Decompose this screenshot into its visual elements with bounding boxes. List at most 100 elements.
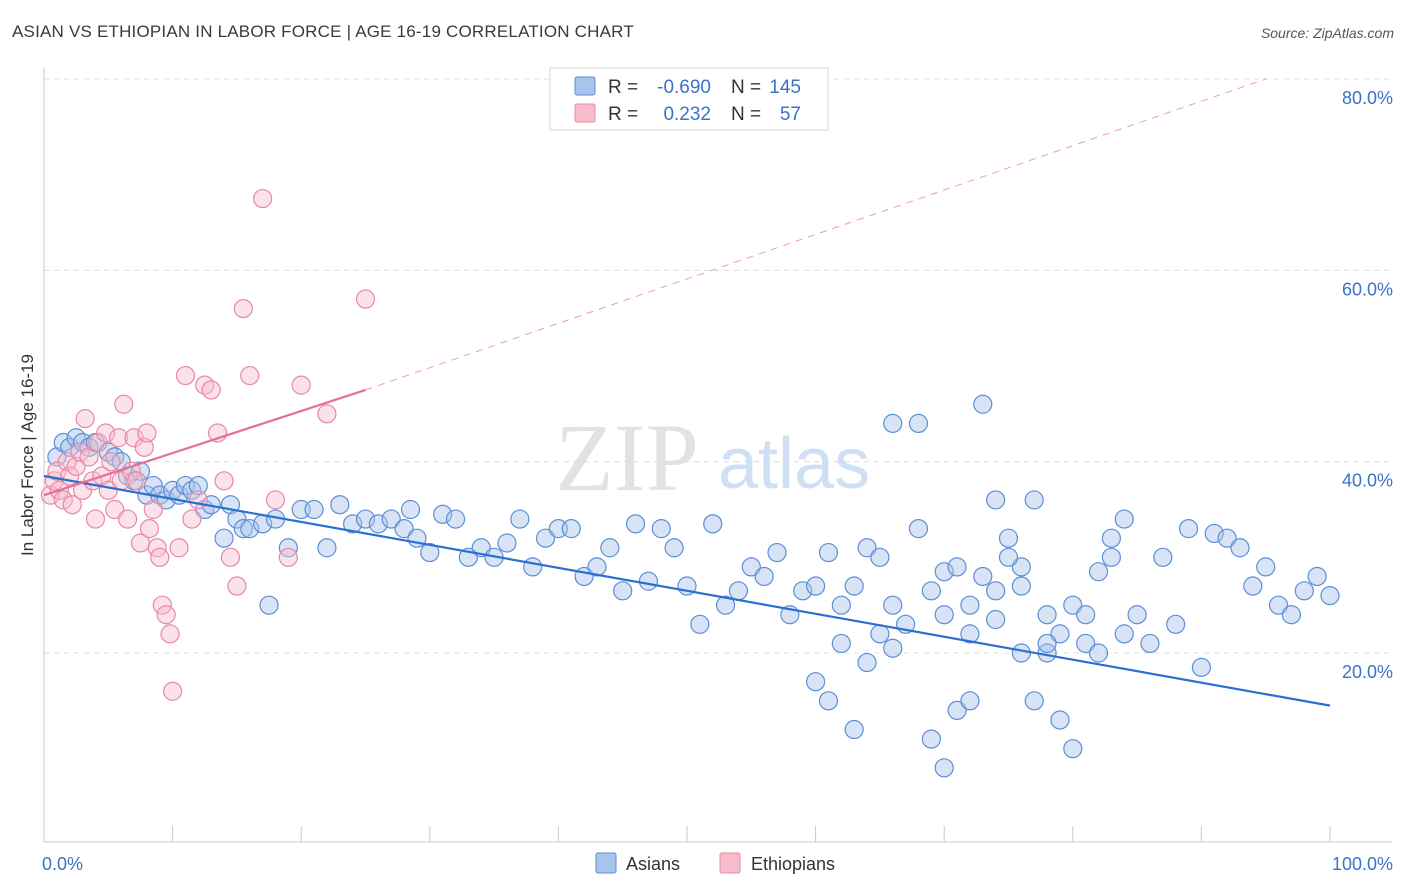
- asian-point-39: [368, 514, 388, 534]
- stats-box: R = -0.690 N = 145 R = 0.232 N = 57: [549, 67, 829, 131]
- asian-point-89: [998, 528, 1019, 548]
- ethiopian-point-25: [121, 461, 142, 481]
- asian-point-131: [1011, 576, 1031, 596]
- asian-point-96: [1088, 562, 1109, 582]
- asian-point-128: [934, 758, 954, 778]
- asian-point-144: [1037, 633, 1057, 654]
- y-tick-label-1: 40.0%: [1342, 471, 1393, 491]
- ethiopian-point-46: [214, 471, 234, 491]
- asian-point-70: [754, 566, 774, 587]
- asian-point-59: [613, 581, 633, 601]
- asian-point-78: [857, 538, 877, 558]
- asian-point-91: [1024, 490, 1044, 510]
- asian-point-0: [47, 447, 67, 467]
- asian-point-93: [1050, 624, 1070, 644]
- ethiopian-point-2: [47, 461, 67, 481]
- ethiopian-point-54: [291, 375, 311, 395]
- ethiopian-point-44: [201, 380, 221, 400]
- asian-point-94: [1063, 595, 1083, 615]
- asian-point-38: [355, 509, 376, 529]
- asian-point-104: [1191, 657, 1212, 677]
- asian-point-46: [445, 509, 466, 529]
- asian-point-80: [883, 595, 903, 615]
- stats-n-value-asians: 145: [769, 77, 801, 98]
- ethiopians-trend-extension: [365, 78, 1266, 391]
- grid: [44, 78, 1392, 654]
- asian-point-55: [561, 519, 581, 539]
- ethiopians-trend-line: [43, 388, 366, 497]
- asian-point-44: [420, 542, 440, 563]
- asian-point-137: [1088, 643, 1109, 663]
- asian-point-60: [625, 514, 646, 534]
- asian-point-103: [1178, 519, 1199, 539]
- asian-point-76: [831, 595, 851, 615]
- asian-point-139: [1114, 624, 1134, 644]
- asian-point-108: [1243, 576, 1263, 596]
- asian-point-114: [1320, 585, 1340, 606]
- ethiopian-point-17: [96, 423, 116, 443]
- asian-point-63: [664, 538, 684, 558]
- y-tick-label-3: 80.0%: [1342, 88, 1393, 108]
- ethiopian-point-29: [134, 437, 154, 457]
- stats-r-value-ethiopians: 0.232: [663, 104, 711, 125]
- asian-point-51: [510, 509, 530, 529]
- asian-point-132: [1024, 691, 1044, 711]
- legend-ethiopians-label: Ethiopians: [751, 854, 835, 874]
- ethiopian-point-9: [70, 442, 90, 462]
- ethiopian-point-38: [163, 681, 183, 701]
- asian-point-97: [1101, 528, 1121, 548]
- asian-point-107: [1230, 538, 1250, 558]
- asian-point-52: [523, 557, 543, 577]
- asian-point-75: [818, 542, 839, 563]
- asian-point-115: [883, 413, 903, 433]
- ethiopian-point-53: [278, 547, 298, 567]
- asian-point-140: [934, 605, 954, 625]
- chart-title: ASIAN VS ETHIOPIAN IN LABOR FORCE | AGE …: [12, 22, 634, 41]
- asian-point-58: [600, 538, 620, 558]
- asian-point-34: [304, 499, 324, 520]
- asian-point-113: [1307, 566, 1327, 587]
- asians-points: [47, 394, 1340, 778]
- asian-point-126: [883, 638, 903, 658]
- asian-point-74: [805, 576, 826, 596]
- asian-point-98: [1114, 509, 1134, 529]
- legend-asians-label: Asians: [626, 854, 680, 874]
- asian-point-118: [973, 394, 993, 414]
- asian-point-116: [908, 413, 929, 433]
- asian-point-120: [805, 672, 826, 692]
- asian-point-37: [343, 514, 363, 534]
- asian-point-79: [870, 547, 890, 567]
- trend-lines: [43, 78, 1331, 707]
- ethiopian-point-48: [227, 576, 247, 596]
- ethiopian-point-26: [124, 428, 144, 448]
- asian-point-61: [638, 571, 659, 591]
- asian-point-112: [1294, 581, 1314, 601]
- ethiopian-point-19: [101, 452, 121, 472]
- asian-point-142: [986, 609, 1006, 630]
- ethiopian-point-42: [188, 490, 208, 510]
- asian-point-40: [381, 509, 401, 529]
- ethiopian-point-20: [105, 499, 125, 520]
- ethiopian-point-51: [253, 188, 273, 209]
- asian-point-66: [703, 514, 723, 534]
- ethiopian-point-21: [108, 428, 129, 448]
- x-tick-label-max: 100.0%: [1332, 854, 1393, 874]
- watermark-atlas: atlas: [718, 424, 870, 504]
- ethiopian-point-37: [160, 624, 180, 644]
- asian-point-35: [317, 538, 337, 558]
- asian-point-62: [651, 519, 671, 539]
- asian-point-129: [960, 691, 980, 711]
- ethiopian-point-15: [88, 432, 108, 453]
- asian-point-65: [690, 614, 710, 634]
- legend-asians-swatch: [595, 852, 617, 874]
- ethiopian-point-52: [265, 490, 286, 510]
- ethiopian-point-4: [53, 490, 73, 510]
- asians-swatch: [574, 76, 596, 96]
- ethiopian-point-8: [66, 456, 86, 477]
- asian-point-41: [394, 519, 414, 539]
- asian-point-21: [188, 475, 208, 496]
- asian-point-88: [986, 581, 1006, 601]
- asian-point-24: [214, 528, 234, 548]
- ethiopian-point-32: [143, 499, 163, 520]
- ethiopians-swatch: [574, 103, 596, 123]
